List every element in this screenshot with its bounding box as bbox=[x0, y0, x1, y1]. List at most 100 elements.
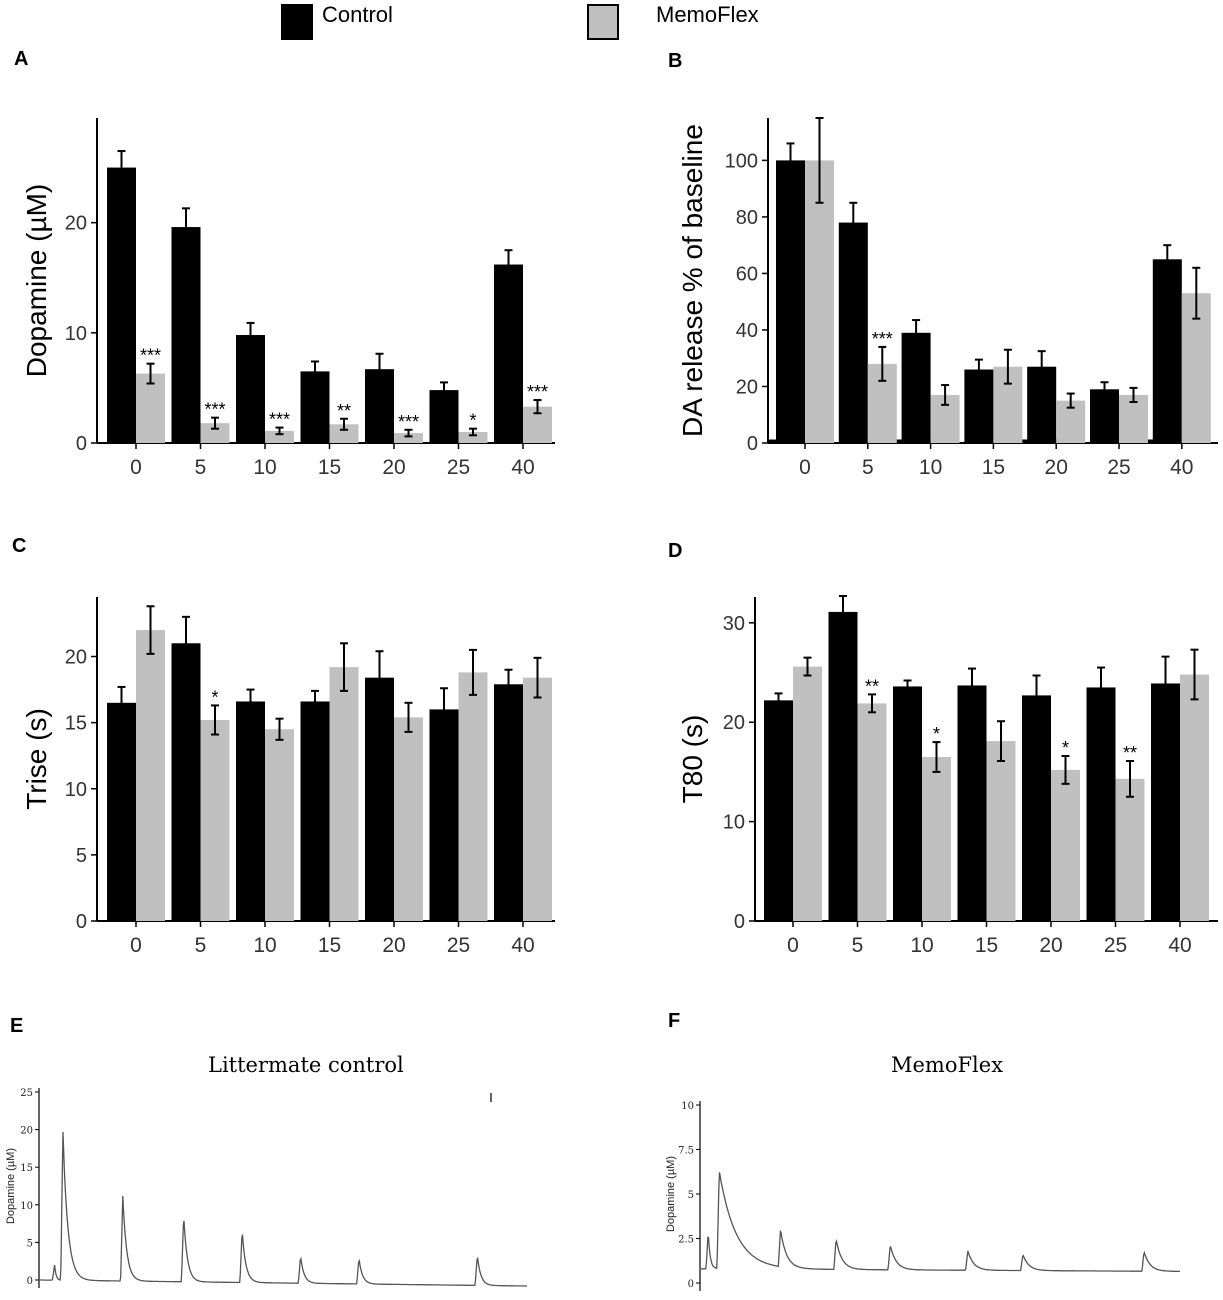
panel-d-x-tick-label: 10 bbox=[910, 934, 933, 957]
panel-a-y-tick-label: 10 bbox=[65, 323, 87, 345]
panel-c-x-tick-label: 40 bbox=[511, 934, 534, 957]
panel-d-y-tick-label: 30 bbox=[723, 613, 745, 635]
panel-a-bar-memoflex bbox=[394, 433, 423, 443]
panel-a-significance: *** bbox=[140, 346, 161, 366]
panel-a-y-tick-label: 20 bbox=[65, 213, 87, 235]
panel-d-bar-memoflex bbox=[986, 741, 1016, 921]
panel-c-y-label: Trise (s) bbox=[21, 708, 52, 810]
panel-b-x-tick-label: 20 bbox=[1045, 456, 1068, 479]
panel-b-y-tick-label: 100 bbox=[725, 150, 758, 172]
panel-d-significance: * bbox=[1062, 738, 1069, 758]
panel-f-y-tick-label: 5 bbox=[688, 1190, 694, 1201]
panel-d-bar-control bbox=[957, 685, 987, 921]
panel-letter-d: D bbox=[668, 540, 683, 562]
panel-a-x-tick-label: 5 bbox=[195, 456, 207, 479]
panel-b-y-tick-label: 60 bbox=[736, 263, 758, 285]
panel-d-significance: ** bbox=[1123, 743, 1137, 763]
panel-b-bar-control bbox=[901, 332, 931, 443]
panel-a-bar-control bbox=[236, 335, 265, 443]
legend-control-swatch bbox=[281, 4, 313, 40]
panel-b-bar-control bbox=[1152, 259, 1182, 443]
panel-a-bar-memoflex bbox=[329, 424, 359, 443]
panel-d-x-tick-label: 5 bbox=[852, 934, 864, 957]
panel-c-bar-control bbox=[494, 684, 523, 921]
panel-b-x-tick-label: 0 bbox=[799, 456, 811, 479]
panel-b-y-tick-label: 40 bbox=[736, 320, 758, 342]
panel-e-y-label: Dopamine (µM) bbox=[5, 1148, 17, 1224]
panel-d-bar-control bbox=[764, 700, 793, 921]
panel-b-y-tick-label: 0 bbox=[747, 433, 758, 455]
panel-c-y-tick-label: 10 bbox=[65, 779, 87, 801]
panel-c-bar-control bbox=[300, 701, 330, 921]
panel-letter-a: A bbox=[14, 48, 29, 70]
panel-e-y-tick-label: 25 bbox=[20, 1088, 33, 1099]
panel-a-bar-memoflex bbox=[136, 373, 165, 443]
panel-d-y-label: T80 (s) bbox=[677, 715, 708, 804]
panel-a-significance: *** bbox=[204, 400, 225, 420]
panel-b-y-label: DA release % of baseline bbox=[677, 124, 708, 437]
panel-d-bar-control bbox=[1151, 683, 1180, 921]
panel-f-y-tick-label: 10 bbox=[681, 1101, 694, 1112]
panel-b-significance: *** bbox=[872, 329, 893, 349]
trace-title-memoflex: MemoFlex bbox=[891, 1053, 1004, 1077]
panel-d-y-tick-label: 0 bbox=[734, 911, 745, 933]
panel-d-significance: * bbox=[933, 724, 940, 744]
panel-c-x-tick-label: 10 bbox=[253, 934, 276, 957]
panel-d-bar-memoflex bbox=[793, 666, 822, 921]
panel-b-x-tick-label: 5 bbox=[862, 456, 874, 479]
panel-a-bar-control bbox=[300, 371, 330, 443]
panel-c-x-tick-label: 25 bbox=[447, 934, 470, 957]
panel-c-bar-control bbox=[429, 709, 459, 921]
panel-a-bar-memoflex bbox=[200, 423, 230, 443]
panel-c-bar-control bbox=[107, 702, 136, 921]
legend-memoflex-swatch bbox=[587, 4, 619, 40]
panel-a-significance: ** bbox=[337, 401, 351, 421]
panel-c-y-tick-label: 15 bbox=[65, 713, 87, 735]
panel-c-bar-memoflex bbox=[329, 667, 359, 921]
legend-control-label: Control bbox=[322, 2, 393, 27]
panel-a-bar-control bbox=[171, 227, 201, 443]
panel-f-y-tick-label: 0 bbox=[688, 1279, 694, 1290]
panel-b-x-tick-label: 25 bbox=[1107, 456, 1130, 479]
panel-c-x-tick-label: 0 bbox=[130, 934, 142, 957]
panel-c-bar-control bbox=[236, 701, 265, 921]
panel-letter-e: E bbox=[10, 1015, 24, 1037]
panel-d-y-tick-label: 20 bbox=[723, 712, 745, 734]
panel-c-bar-control bbox=[365, 677, 394, 921]
panel-e-y-tick-label: 10 bbox=[20, 1201, 33, 1212]
panel-a-significance: *** bbox=[269, 410, 290, 430]
panel-a-x-tick-label: 15 bbox=[318, 456, 341, 479]
panel-a-significance: *** bbox=[398, 412, 419, 432]
panel-d-bar-memoflex bbox=[1051, 769, 1080, 921]
panel-a-bar-control bbox=[107, 167, 136, 443]
panel-a-x-tick-label: 40 bbox=[511, 456, 534, 479]
panel-letter-c: C bbox=[12, 535, 27, 557]
panel-a-bar-control bbox=[494, 264, 523, 443]
panel-d-bar-control bbox=[1086, 687, 1116, 921]
panel-c-bar-memoflex bbox=[523, 677, 552, 921]
panel-c-y-tick-label: 20 bbox=[65, 647, 87, 669]
panel-c-significance: * bbox=[211, 687, 218, 707]
legend-memoflex-label: MemoFlex bbox=[656, 2, 759, 27]
panel-b-bar-control bbox=[964, 369, 994, 443]
panel-b-bar-control bbox=[1090, 389, 1119, 443]
panel-a-y-label: Dopamine (µM) bbox=[21, 184, 52, 378]
panel-d-bar-control bbox=[828, 611, 858, 921]
panel-c-y-tick-label: 0 bbox=[76, 911, 87, 933]
panel-d-x-tick-label: 40 bbox=[1168, 934, 1191, 957]
panel-a-bar-control bbox=[429, 390, 459, 443]
panel-d-bar-memoflex bbox=[857, 703, 887, 921]
panel-d-bar-control bbox=[1022, 695, 1051, 921]
panel-d-x-tick-label: 15 bbox=[975, 934, 998, 957]
panel-e-y-tick-label: 20 bbox=[20, 1126, 33, 1137]
panel-c-x-tick-label: 20 bbox=[382, 934, 405, 957]
panel-d-y-tick-label: 10 bbox=[723, 812, 745, 834]
panel-a-x-tick-label: 10 bbox=[253, 456, 276, 479]
panel-b-x-tick-label: 40 bbox=[1170, 456, 1193, 479]
panel-c-x-tick-label: 15 bbox=[318, 934, 341, 957]
panel-f-y-label: Dopamine (µM) bbox=[665, 1156, 677, 1232]
panel-b-x-tick-label: 10 bbox=[919, 456, 942, 479]
panel-f-y-tick-label: 7.5 bbox=[678, 1146, 694, 1157]
panel-b-bar-control bbox=[838, 222, 868, 443]
